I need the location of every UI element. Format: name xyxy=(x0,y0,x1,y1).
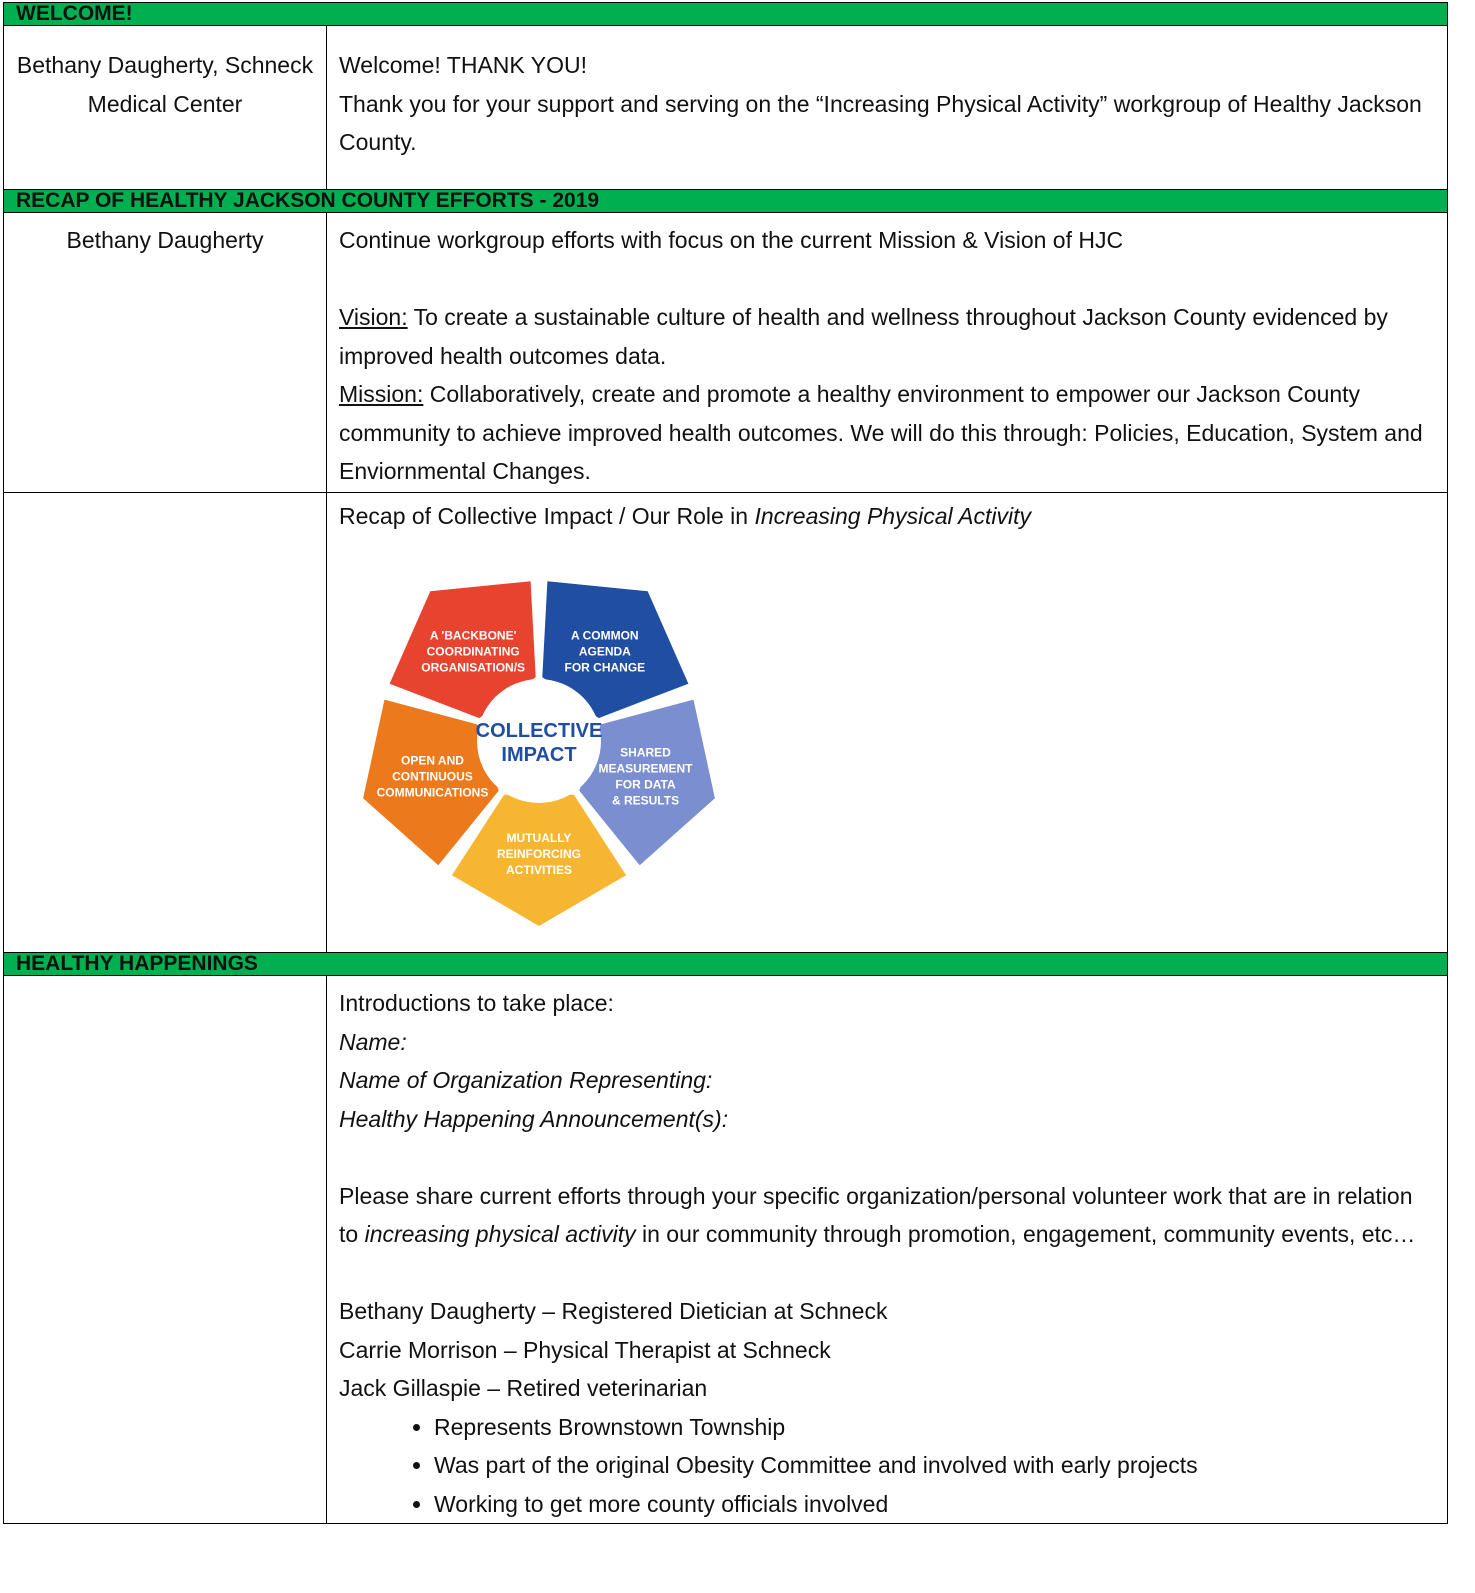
member: Bethany Daugherty – Registered Dietician… xyxy=(339,1298,888,1324)
segment-label: COORDINATING xyxy=(427,644,520,658)
diagram-segment xyxy=(579,699,715,865)
text: Recap of Collective Impact / Our Role in xyxy=(339,503,749,529)
presenter: Bethany Daugherty xyxy=(3,212,327,493)
segment-label: AGENDA xyxy=(579,644,631,658)
text: Continue workgroup efforts with focus on… xyxy=(339,227,1124,253)
bullet: Working to get more county officials inv… xyxy=(434,1485,1437,1524)
label: Mission: xyxy=(339,381,424,407)
diagram-segment xyxy=(451,794,627,926)
segment-label: & RESULTS xyxy=(612,793,679,807)
segment-label: A COMMON xyxy=(571,628,639,642)
segment-label: COMMUNICATIONS xyxy=(377,785,489,799)
agenda-table: WELCOME! Bethany Daugherty, Schneck Medi… xyxy=(3,2,1448,1524)
member: Jack Gillaspie – Retired veterinarian xyxy=(339,1375,708,1401)
segment-label: MEASUREMENT xyxy=(599,761,694,775)
row: Bethany Daugherty, Schneck Medical Cente… xyxy=(3,25,1448,190)
center-label: COLLECTIVE xyxy=(476,720,603,742)
text: in our community through promotion, enga… xyxy=(641,1221,1416,1247)
collective-impact-diagram: A 'BACKBONE' COORDINATING ORGANISATION/S A … xyxy=(363,580,715,926)
segment-label: FOR CHANGE xyxy=(564,660,645,674)
emphasis: increasing physical activity xyxy=(364,1221,636,1247)
prompt: Name: xyxy=(339,1023,1437,1062)
bullet: Was part of the original Obesity Committ… xyxy=(434,1446,1437,1485)
row: Introductions to take place: Name: Name … xyxy=(3,975,1448,1524)
diagram-segment xyxy=(389,580,536,718)
segment-label: SHARED xyxy=(620,745,671,759)
segment-label: CONTINUOUS xyxy=(392,769,473,783)
segment-label: FOR DATA xyxy=(615,777,676,791)
segment-label: ORGANISATION/S xyxy=(421,660,525,674)
text: Welcome! THANK YOU! xyxy=(339,52,587,78)
section-header: RECAP OF HEALTHY JACKSON COUNTY EFFORTS … xyxy=(3,189,1448,213)
text: Thank you for your support and serving o… xyxy=(339,90,1422,156)
prompt: Healthy Happening Announcement(s): xyxy=(339,1100,1437,1139)
diagram-segment xyxy=(542,580,689,718)
prompt: Name of Organization Representing: xyxy=(339,1061,1437,1100)
bullet-list: Represents Brownstown Township Was part … xyxy=(339,1408,1437,1524)
section-header: WELCOME! xyxy=(3,2,1448,26)
diagram-segment xyxy=(363,699,499,865)
member: Carrie Morrison – Physical Therapist at … xyxy=(339,1336,831,1363)
text: To create a sustainable culture of healt… xyxy=(339,304,1388,369)
heading: RECAP OF HEALTHY JACKSON COUNTY EFFORTS … xyxy=(3,189,1448,213)
content: Introductions to take place: Name: Name … xyxy=(326,975,1448,1524)
content: Recap of Collective Impact / Our Role in… xyxy=(326,492,1448,953)
content: Continue workgroup efforts with focus on… xyxy=(326,212,1448,493)
emphasis: Increasing Physical Activity xyxy=(754,503,1031,529)
text: Mission: Collaboratively, create and pro… xyxy=(339,375,1437,491)
label: Vision: xyxy=(339,304,408,330)
bullet: Represents Brownstown Township xyxy=(434,1408,1437,1447)
section-header: HEALTHY HAPPENINGS xyxy=(3,952,1448,976)
presenter xyxy=(3,492,327,953)
text: Please share current efforts through you… xyxy=(339,1177,1437,1254)
presenter xyxy=(3,975,327,1524)
text: Recap of Collective Impact / Our Role in… xyxy=(339,497,1437,536)
heading: HEALTHY HAPPENINGS xyxy=(3,952,1448,976)
row: Bethany Daugherty Continue workgroup eff… xyxy=(3,212,1448,493)
segment-label: MUTUALLY xyxy=(507,831,572,845)
diagram-center xyxy=(477,678,601,803)
row: Recap of Collective Impact / Our Role in… xyxy=(3,492,1448,953)
text: Healthy Happening Announcement(s): xyxy=(339,1105,729,1132)
segment-label: OPEN AND xyxy=(401,753,464,767)
segment-label: A 'BACKBONE' xyxy=(430,628,517,642)
text: Vision: To create a sustainable culture … xyxy=(339,298,1437,375)
presenter: Bethany Daugherty, Schneck Medical Cente… xyxy=(3,25,327,190)
segment-label: REINFORCING xyxy=(497,847,581,861)
text: Name of Organization Representing: xyxy=(339,1067,713,1093)
text: Introductions to take place: xyxy=(339,990,614,1016)
center-label: IMPACT xyxy=(501,744,576,766)
heading: WELCOME! xyxy=(3,2,1448,26)
text: Please share current efforts through you… xyxy=(339,1182,1413,1248)
segment-label: ACTIVITIES xyxy=(506,863,572,877)
text: Name: xyxy=(339,1028,407,1055)
text: Collaboratively, create and promote a he… xyxy=(339,381,1423,484)
content: Welcome! THANK YOU! Thank you for your s… xyxy=(326,25,1448,190)
